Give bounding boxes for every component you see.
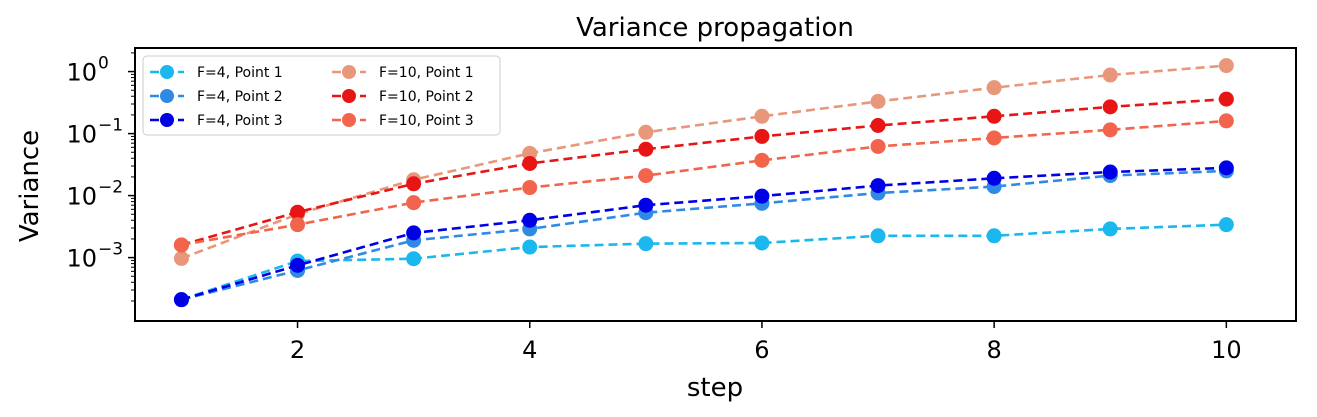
legend-label: F=4, Point 2: [197, 89, 283, 105]
data-point: [1102, 122, 1118, 138]
data-point: [406, 195, 422, 211]
data-point: [1218, 160, 1234, 176]
series-line: [181, 119, 1227, 247]
legend-label: F=4, Point 1: [197, 65, 283, 81]
legend-box: [142, 55, 501, 136]
legend-item-f-4-point-3: F=4, Point 3: [150, 113, 283, 129]
x-axis-label: step: [687, 373, 743, 403]
data-point: [173, 237, 189, 253]
data-point: [522, 155, 538, 171]
series-f-4-point-3: [173, 160, 1234, 308]
data-point: [290, 204, 306, 220]
data-point: [870, 178, 886, 194]
legend: F=4, Point 1 F=4, Point 2 F=4, Point 3 F=10…: [142, 55, 501, 136]
data-point: [173, 250, 189, 266]
y-tick-label: 10: [66, 59, 97, 87]
data-point: [1102, 164, 1118, 180]
y-tick-label: 10: [66, 183, 97, 211]
data-point: [870, 228, 886, 244]
data-point: [754, 235, 770, 251]
legend-marker: [342, 65, 356, 79]
legend-marker: [160, 89, 174, 103]
y-tick-exponent: 0: [98, 54, 109, 74]
data-point: [1102, 221, 1118, 237]
data-point: [870, 118, 886, 134]
data-point: [522, 212, 538, 228]
data-point: [986, 80, 1002, 96]
data-point: [638, 236, 654, 252]
series-f-4-point-1: [173, 217, 1234, 308]
data-point: [986, 130, 1002, 146]
legend-marker: [160, 113, 174, 127]
legend-label: F=10, Point 1: [379, 65, 474, 81]
x-tick-label: 4: [522, 336, 537, 364]
legend-label: F=10, Point 3: [379, 113, 474, 129]
y-tick-label: 10: [66, 121, 97, 149]
data-point: [754, 108, 770, 124]
series-line: [180, 64, 1227, 260]
legend-item-f-10-point-3: F=10, Point 3: [332, 113, 474, 129]
legend-item-f-10-point-2: F=10, Point 2: [332, 89, 474, 105]
y-tick-label: 10: [66, 245, 97, 273]
data-point: [754, 128, 770, 144]
data-point: [1218, 91, 1234, 107]
series-line: [181, 223, 1227, 301]
data-point: [1218, 113, 1234, 129]
data-point: [1102, 67, 1118, 83]
data-point: [522, 239, 538, 255]
legend-item-f-10-point-1: F=10, Point 1: [332, 65, 474, 81]
data-point: [754, 152, 770, 168]
plot-frame: [134, 47, 1297, 322]
data-point: [173, 292, 189, 308]
data-point: [638, 168, 654, 184]
x-tick-label: 6: [754, 336, 769, 364]
data-point: [870, 93, 886, 109]
x-tick-label: 8: [986, 336, 1001, 364]
data-point: [638, 124, 654, 140]
data-point: [986, 228, 1002, 244]
series-line: [181, 169, 1227, 301]
series-f-10-point-3: [173, 113, 1234, 253]
legend-item-f-4-point-1: F=4, Point 1: [150, 65, 283, 81]
legend-label: F=4, Point 3: [197, 113, 283, 129]
data-point: [638, 141, 654, 157]
legend-marker: [342, 113, 356, 127]
data-point: [986, 108, 1002, 124]
series-line: [181, 166, 1227, 301]
legend-marker: [342, 89, 356, 103]
data-point: [870, 138, 886, 154]
data-point: [290, 217, 306, 233]
series-line: [181, 97, 1227, 247]
x-tick-label: 2: [290, 336, 305, 364]
legend-item-f-4-point-2: F=4, Point 2: [150, 89, 283, 105]
data-point: [986, 170, 1002, 186]
data-point: [754, 188, 770, 204]
legend-marker: [160, 65, 174, 79]
y-tick-exponent: −1: [98, 116, 123, 136]
data-point: [638, 197, 654, 213]
data-point: [406, 251, 422, 267]
data-point: [406, 225, 422, 241]
y-axis-label: Variance: [15, 130, 45, 242]
chart-title: Variance propagation: [576, 13, 854, 43]
data-point: [1218, 217, 1234, 233]
data-point: [290, 257, 306, 273]
data-point: [406, 176, 422, 192]
data-point: [1102, 99, 1118, 115]
data-point: [1218, 58, 1234, 74]
y-tick-exponent: −3: [98, 240, 123, 260]
legend-label: F=10, Point 2: [379, 89, 474, 105]
data-point: [522, 180, 538, 196]
x-tick-label: 10: [1211, 336, 1242, 364]
y-tick-exponent: −2: [98, 178, 123, 198]
plot-area: [173, 58, 1234, 308]
series-f-4-point-2: [173, 163, 1234, 308]
x-axis: 2 4 6 8 10: [290, 321, 1242, 364]
